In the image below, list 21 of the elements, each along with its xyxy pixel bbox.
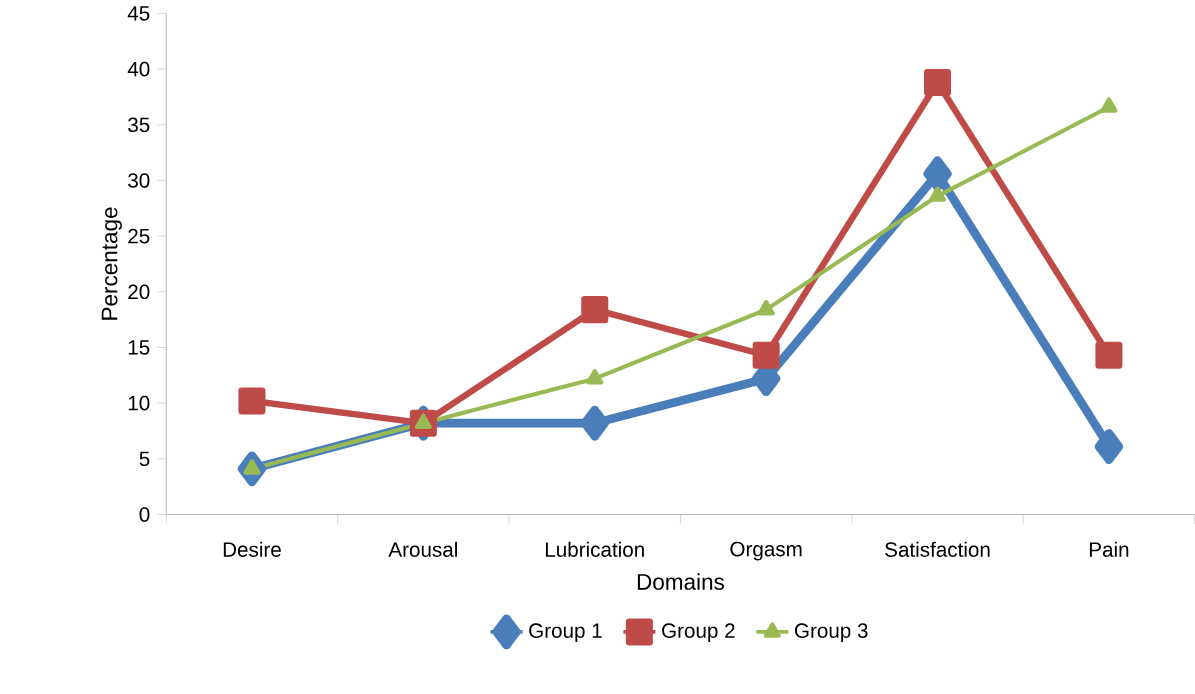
x-tick-label: Pain <box>1089 541 1129 558</box>
legend-label: Group 3 <box>794 623 868 643</box>
y-tick-label: 25 <box>128 228 150 244</box>
x-tick-label: Arousal <box>388 541 457 558</box>
y-tick-label: 5 <box>139 451 150 467</box>
x-axis-title: Domains <box>637 573 725 590</box>
y-tick-label: 0 <box>139 507 150 522</box>
y-tick-label: 20 <box>128 284 150 300</box>
x-tick-label: Lubrication <box>545 541 644 558</box>
y-tick-label: 30 <box>128 173 150 188</box>
y-tick-label: 35 <box>128 117 150 133</box>
legend-label: Group 2 <box>662 623 735 643</box>
legend-label: Group 1 <box>529 623 602 643</box>
x-tick-label: Desire <box>223 541 281 558</box>
y-tick-label: 45 <box>127 6 150 21</box>
y-tick-label: 15 <box>128 340 150 355</box>
y-tick-label: 10 <box>128 395 150 411</box>
x-tick-label: Satisfaction <box>885 541 990 558</box>
y-tick-label: 40 <box>127 61 150 77</box>
x-tick-label: Orgasm <box>730 541 802 561</box>
y-axis-title: Percentage <box>101 207 122 320</box>
